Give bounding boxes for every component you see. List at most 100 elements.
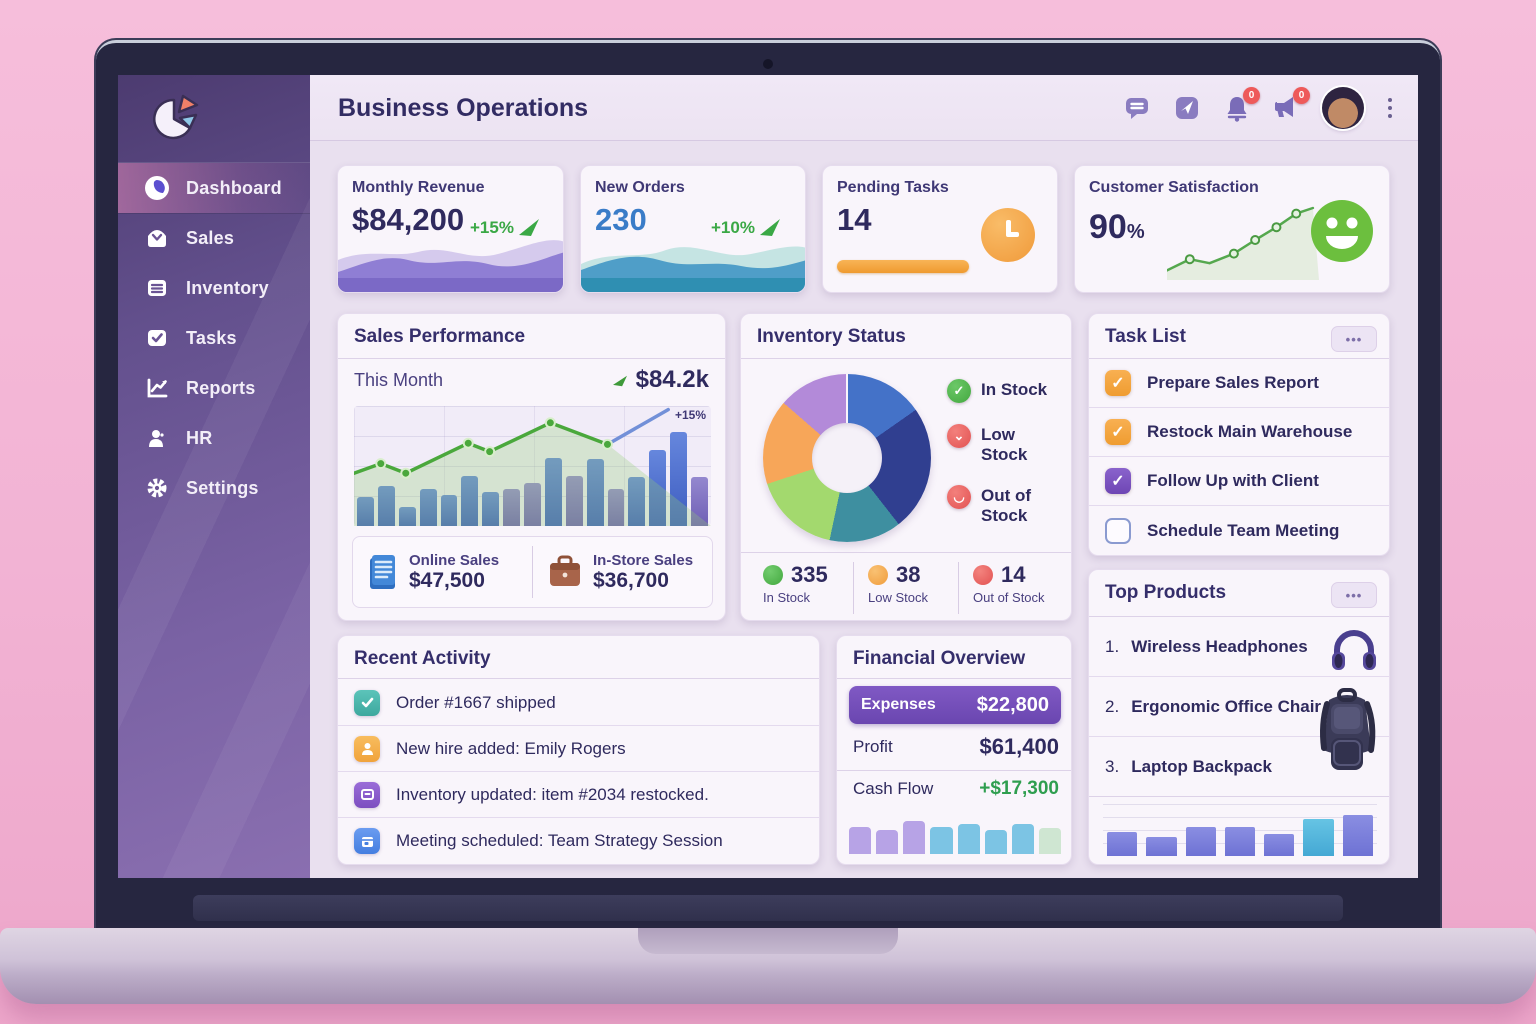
stat-card-title: Customer Satisfaction [1089,179,1259,196]
up-arrow-icon [759,219,780,236]
clock-icon [981,208,1035,262]
alert-circle-icon: ⌄ [947,424,971,448]
pending-tasks-progress-bar [837,260,969,273]
share-icon[interactable] [1172,93,1202,123]
task-row: ✓ Restock Main Warehouse [1089,408,1389,457]
app-logo [118,75,310,163]
inventory-legend: ✓ In Stock ⌄ Low Stock ◡ Out of Stock [947,379,1059,525]
sidebar-item-dashboard[interactable]: Dashboard [118,163,310,213]
megaphone-icon[interactable]: 0 [1272,87,1310,123]
panel-title: Task List [1105,326,1186,347]
breakdown-value: $36,700 [593,568,669,592]
online-sales-cell: Online Sales $47,500 [353,552,532,593]
overflow-menu-icon[interactable] [1384,94,1396,122]
period-value: $84.2k [612,366,709,394]
divider [1089,358,1389,359]
list-icon [144,275,170,301]
sidebar: Dashboard Sales Inventory [118,75,310,878]
task-checkbox-checked[interactable]: ✓ [1105,419,1131,445]
breakdown-value: $47,500 [409,568,485,592]
person-icon [354,735,380,762]
task-rows: ✓ Prepare Sales Report ✓ Restock Main Wa… [1089,359,1389,555]
mail-icon [144,225,170,251]
alert-circle-icon: ◡ [947,485,971,510]
stat-card-value: 14 [837,202,872,237]
legend-item-low-stock: ⌄ Low Stock [947,424,1059,464]
task-checkbox-checked[interactable]: ✓ [1105,468,1131,494]
sales-breakdown: Online Sales $47,500 [352,536,713,608]
sidebar-item-tasks[interactable]: Tasks [118,313,310,363]
sidebar-item-hr[interactable]: HR [118,413,310,463]
chat-icon[interactable] [1122,93,1152,123]
notification-badge: 0 [1293,87,1310,104]
laptop-notch [638,928,898,954]
laptop-hinge [193,895,1343,921]
product-row: 2. Ergonomic Office Chair [1089,677,1389,737]
period-row: This Month $84.2k [354,366,709,398]
stat-out-of-stock: 14 Out of Stock [958,562,1063,614]
sidebar-item-reports[interactable]: Reports [118,363,310,413]
revenue-wave-decoration [338,240,563,292]
laptop-screen: Dashboard Sales Inventory [96,40,1440,930]
sidebar-item-inventory[interactable]: Inventory [118,263,310,313]
activity-rows: Order #1667 shipped New hire added: Emil… [338,680,819,864]
financial-mini-bar-chart [849,810,1061,854]
activity-row: Meeting scheduled: Team Strategy Session [338,818,819,864]
sidebar-item-settings[interactable]: Settings [118,463,310,513]
sidebar-item-label: Reports [186,377,256,398]
orders-wave-decoration [581,246,805,292]
sidebar-item-sales[interactable]: Sales [118,213,310,263]
period-label: This Month [354,370,444,390]
cash-flow-row: Cash Flow +$17,300 [853,778,1059,799]
divider [338,358,725,359]
user-avatar[interactable] [1322,87,1364,129]
task-list-panel: Task List ••• ✓ Prepare Sales Report ✓ R… [1088,313,1390,556]
product-rows: 1. Wireless Headphones 2. Ergonomic Offi… [1089,617,1389,797]
stat-card-customer-satisfaction: Customer Satisfaction 90% [1074,165,1390,293]
task-row: Schedule Team Meeting [1089,506,1389,555]
panel-title: Sales Performance [354,326,526,347]
panel-title: Financial Overview [853,648,1026,669]
briefcase-icon [550,555,580,586]
stat-card-title: Pending Tasks [837,179,949,196]
chart-icon [144,375,170,401]
top-products-panel: Top Products ••• 1. Wireless Headphones … [1088,569,1390,865]
stat-card-new-orders: New Orders 230 +10% [580,165,806,293]
stat-low-stock: 38 Low Stock [853,562,958,614]
bell-icon[interactable]: 0 [1222,87,1260,123]
legend-item-out-of-stock: ◡ Out of Stock [947,485,1059,525]
divider [741,552,1071,553]
sales-bars [354,406,711,526]
task-row: ✓ Follow Up with Client [1089,457,1389,506]
stat-card-value: 90% [1089,208,1145,246]
sales-performance-chart: +15% [354,406,711,526]
chart-annotation: +15% [674,408,706,422]
satisfaction-trend-chart [1167,206,1319,280]
top-products-menu-button[interactable]: ••• [1331,582,1377,608]
breakdown-label: In-Store Sales [593,551,694,569]
task-checkbox-checked[interactable]: ✓ [1105,370,1131,396]
task-checkbox-unchecked[interactable] [1105,517,1131,544]
webcam-icon [763,59,773,69]
donut-hole [812,423,882,493]
divider [532,546,533,598]
activity-row: Order #1667 shipped [338,680,819,726]
task-row: ✓ Prepare Sales Report [1089,359,1389,408]
stat-card-delta: +10% [711,218,781,238]
pie-chart-logo-icon [153,94,199,140]
main-content: Business Operations 0 [310,75,1418,878]
inventory-donut-chart [763,374,931,542]
up-arrow-icon [518,219,539,236]
stat-card-monthly-revenue: Monthly Revenue $84,200 +15% [337,165,564,293]
checkbox-icon [144,325,170,351]
gear-icon [144,475,170,501]
stat-card-title: Monthly Revenue [352,179,485,196]
financial-overview-panel: Financial Overview Expenses $22,800 Prof… [836,635,1072,865]
recent-activity-panel: Recent Activity Order #1667 shipped [337,635,820,865]
stat-in-stock: 335 In Stock [763,562,828,605]
activity-row: Inventory updated: item #2034 restocked. [338,772,819,818]
task-list-menu-button[interactable]: ••• [1331,326,1377,352]
divider [741,358,1071,359]
sidebar-item-label: Sales [186,227,235,248]
